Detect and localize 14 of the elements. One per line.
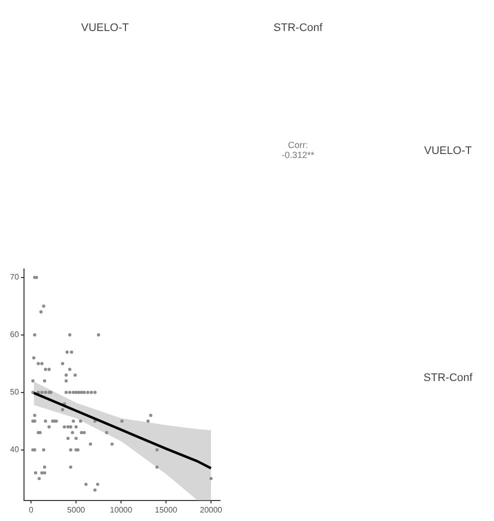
x-tick-label: 20000 <box>200 505 223 514</box>
text: VUELO-T <box>81 22 129 34</box>
x-tick-label: 5000 <box>67 505 86 514</box>
text: STR-Conf <box>424 372 472 384</box>
text: Corr: -0.312** <box>282 140 314 160</box>
y-tick-label: 60 <box>10 330 20 340</box>
text: STR-Conf <box>274 22 322 34</box>
y-tick-label: 70 <box>10 272 20 282</box>
y-tick-label: 40 <box>10 445 20 454</box>
y-tick-label: 50 <box>10 388 20 397</box>
x-tick-label: 15000 <box>154 505 178 514</box>
text: VUELO-T <box>424 145 472 157</box>
x-tick-label: 0 <box>28 505 34 514</box>
x-tick-label: 10000 <box>110 505 133 514</box>
